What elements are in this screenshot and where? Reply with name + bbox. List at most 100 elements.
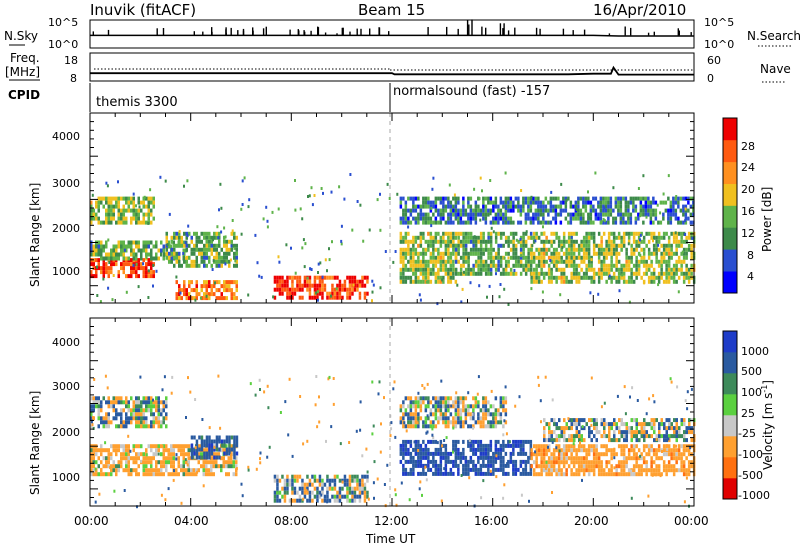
heatmap-cell [424, 216, 428, 221]
heatmap-cell [464, 404, 468, 409]
heatmap-cell [472, 439, 475, 444]
heatmap-cell [692, 212, 695, 217]
heatmap-cell [469, 196, 473, 201]
heatmap-cell [545, 444, 548, 449]
heatmap-cell [224, 235, 227, 239]
heatmap-cell [302, 238, 305, 242]
heatmap-cell [130, 240, 133, 245]
heatmap-cell [439, 259, 443, 264]
heatmap-cell [499, 263, 503, 268]
heatmap-cell [537, 271, 541, 276]
heatmap-cell [527, 251, 530, 256]
heatmap-cell [321, 283, 324, 288]
heatmap-cell [592, 208, 595, 213]
heatmap-cell [155, 252, 158, 257]
heatmap-cell [205, 472, 208, 477]
heatmap-cell [197, 468, 200, 473]
heatmap-cell [293, 275, 297, 280]
heatmap-cell [409, 412, 413, 417]
heatmap-cell [325, 439, 327, 443]
heatmap-cell [130, 244, 133, 249]
heatmap-cell [202, 468, 205, 473]
heatmap-cell [682, 464, 686, 469]
heatmap-cell [165, 468, 168, 473]
heatmap-cell [115, 416, 118, 421]
heatmap-cell [130, 200, 133, 205]
heatmap-cell [680, 434, 683, 439]
station-title: Inuvik (fitACF) [90, 1, 196, 19]
heatmap-cell [409, 247, 413, 252]
heatmap-cell [620, 468, 623, 473]
heatmap-cell [507, 271, 510, 276]
heatmap-cell [509, 455, 513, 460]
heatmap-cell [412, 420, 415, 425]
heatmap-cell [482, 420, 485, 425]
heatmap-cell [605, 464, 608, 469]
heatmap-cell [484, 239, 488, 244]
heatmap-cell [605, 460, 608, 465]
heatmap-cell [688, 418, 691, 423]
heatmap-cell [203, 247, 206, 252]
heatmap-cell [301, 287, 304, 292]
heatmap-cell [558, 449, 561, 453]
heatmap-cell [489, 179, 492, 182]
heatmap-cell [635, 239, 638, 244]
heatmap-cell [409, 443, 413, 448]
heatmap-cell [667, 259, 671, 264]
heatmap-cell [615, 247, 618, 252]
heatmap-cell [462, 247, 465, 252]
heatmap-cell [613, 434, 616, 439]
heatmap-cell [235, 251, 238, 256]
heatmap-cell [557, 251, 561, 256]
heatmap-cell [682, 255, 686, 260]
heatmap-cell [429, 467, 433, 472]
heatmap-cell [680, 468, 683, 473]
heatmap-cell [308, 291, 312, 296]
heatmap-cell [291, 486, 294, 491]
heatmap-cell [419, 267, 423, 272]
heatmap-cell [669, 377, 672, 381]
heatmap-cell [565, 275, 568, 280]
heatmap-cell [524, 471, 528, 476]
heatmap-cell [550, 472, 553, 477]
heatmap-cell [542, 259, 546, 264]
heatmap-cell [132, 200, 135, 205]
heatmap-cell [125, 220, 128, 225]
heatmap-cell [340, 239, 343, 243]
heatmap-cell [424, 396, 428, 401]
heatmap-cell [122, 468, 125, 473]
heatmap-cell [452, 443, 455, 448]
heatmap-cell [454, 400, 458, 405]
heatmap-cell [351, 228, 354, 232]
heatmap-cell [188, 284, 191, 289]
heatmap-cell [142, 216, 145, 221]
heatmap-cell [643, 281, 646, 285]
heatmap-cell [444, 396, 448, 401]
heatmap-cell [638, 430, 641, 435]
heatmap-cell [570, 251, 573, 256]
power-ytick-2000: 2000 [52, 222, 80, 235]
heatmap-cell [371, 380, 374, 384]
heatmap-cell [579, 212, 583, 217]
heatmap-cell [532, 216, 535, 221]
heatmap-cell [218, 208, 220, 212]
heatmap-cell [233, 292, 236, 297]
heatmap-cell [110, 204, 113, 209]
heatmap-cell [608, 426, 611, 431]
heatmap-cell [602, 251, 606, 256]
heatmap-cell [353, 275, 357, 280]
heatmap-cell [469, 216, 473, 221]
heatmap-cell [308, 287, 312, 292]
heatmap-cell [467, 463, 470, 468]
heatmap-cell [522, 208, 525, 213]
heatmap-cell [426, 382, 429, 386]
heatmap-cell [542, 444, 546, 449]
heatmap-cell [630, 255, 633, 260]
heatmap-cell [190, 451, 194, 456]
heatmap-cell [294, 179, 296, 182]
heatmap-cell [545, 251, 548, 256]
heatmap-cell [140, 444, 143, 449]
heatmap-cell [223, 239, 226, 244]
heatmap-cell [567, 255, 571, 260]
